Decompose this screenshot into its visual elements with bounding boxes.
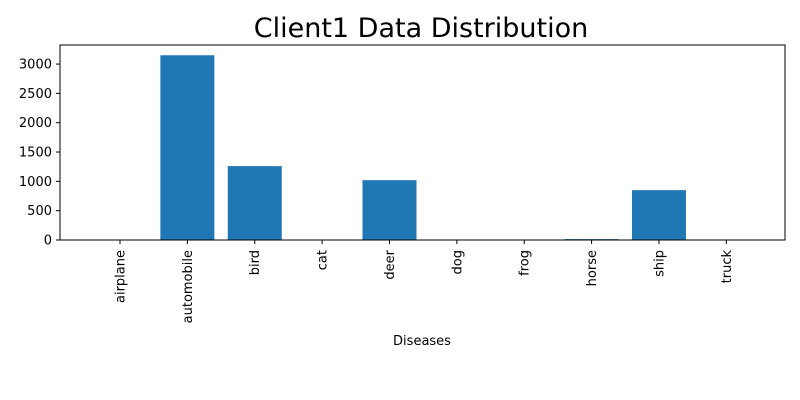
y-tick-label: 2000 (19, 116, 52, 131)
bar-bird (227, 166, 282, 240)
x-tick-label: ship (652, 250, 667, 277)
bar-deer (362, 180, 417, 240)
x-tick-label: airplane (114, 250, 129, 303)
x-axis-label: Diseases (393, 334, 451, 349)
bar-automobile (160, 55, 215, 241)
y-tick-label: 3000 (19, 58, 52, 73)
plot-frame (59, 44, 786, 241)
y-axis: 0 500 1000 1500 2000 2500 3000 (19, 58, 60, 249)
x-tick-label: frog (518, 250, 533, 276)
x-tick-label: deer (383, 249, 398, 279)
x-tick-label: automobile (181, 250, 196, 323)
y-tick-label: 2500 (19, 87, 52, 102)
x-tick-label: truck (720, 250, 735, 284)
y-tick-label: 500 (27, 204, 52, 219)
x-tick-label: horse (585, 250, 600, 286)
bar-ship (631, 190, 686, 240)
x-axis: airplane automobile bird cat deer dog frog hors… (114, 240, 735, 323)
x-tick-label: dog (450, 250, 465, 274)
x-tick-label: bird (248, 250, 263, 275)
bars-group (160, 55, 686, 241)
x-tick-label: cat (316, 250, 331, 270)
y-tick-label: 1500 (19, 146, 52, 161)
y-tick-label: 1000 (19, 175, 52, 190)
chart-title: Client1 Data Distribution (254, 13, 589, 44)
y-tick-label: 0 (44, 234, 52, 249)
